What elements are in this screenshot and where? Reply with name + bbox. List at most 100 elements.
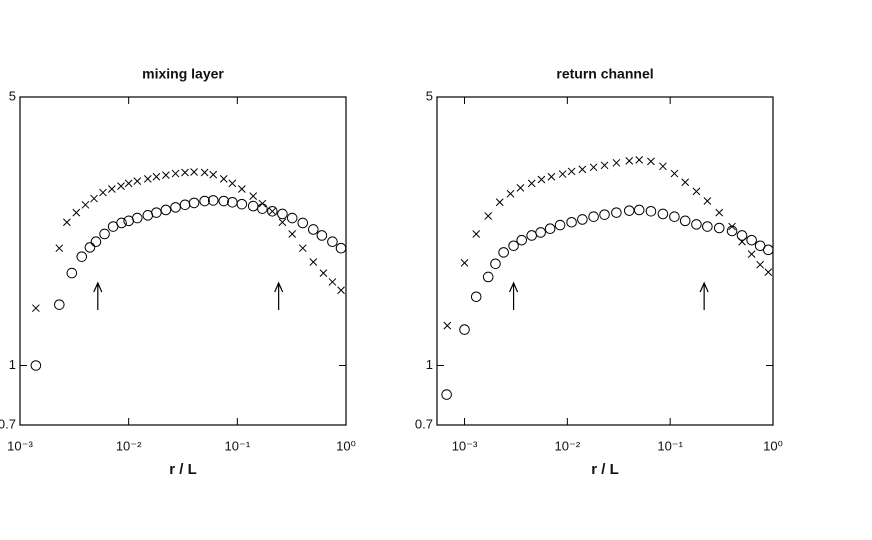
cross-point — [537, 175, 546, 184]
x-axis-label: r / L — [169, 461, 197, 478]
cross-point — [692, 187, 701, 196]
cross-point — [162, 171, 170, 179]
circle-point — [179, 199, 191, 211]
circle-point — [277, 208, 288, 220]
cross-point — [298, 244, 307, 253]
cross-point — [547, 172, 556, 181]
y-tick-label: 1 — [426, 357, 433, 372]
cross-point — [328, 278, 337, 286]
circle-point — [90, 236, 102, 248]
cross-point — [32, 304, 40, 313]
cross-point — [647, 157, 655, 166]
cross-point — [90, 194, 98, 203]
cross-point — [635, 156, 644, 164]
arrow — [699, 281, 709, 310]
circle-point — [645, 206, 657, 217]
cross-point — [443, 321, 452, 330]
cross-point — [670, 169, 679, 178]
circle-point — [516, 234, 528, 246]
circle-point — [99, 228, 110, 240]
x-tick-label: 10⁻² — [555, 438, 581, 453]
cross-point — [472, 230, 481, 238]
arrow — [274, 281, 284, 310]
cross-point — [625, 156, 634, 165]
circle-point — [754, 240, 766, 252]
chart-title: return channel — [556, 66, 653, 82]
circle-point — [327, 236, 338, 248]
circle-point — [623, 205, 635, 216]
cross-point — [55, 244, 64, 253]
cross-point — [659, 162, 667, 171]
cross-point — [124, 179, 133, 188]
x-tick-label: 10⁻² — [116, 438, 142, 453]
circle-point — [267, 206, 278, 217]
cross-point — [567, 167, 576, 176]
x-tick-label: 10⁻¹ — [225, 438, 251, 453]
circle-point — [307, 224, 319, 235]
circle-point — [588, 211, 599, 222]
cross-point — [81, 200, 90, 209]
x-tick-label: 10⁻³ — [452, 438, 478, 453]
circle-point — [702, 221, 713, 232]
circle-point — [188, 197, 200, 209]
cross-point — [738, 237, 746, 246]
circle-point — [297, 217, 309, 229]
cross-point — [756, 260, 765, 269]
cross-point — [516, 184, 525, 192]
circle-point — [227, 196, 238, 208]
circle-point — [316, 230, 328, 241]
circle-point — [566, 216, 577, 228]
cross-point — [278, 218, 287, 227]
circle-point — [657, 208, 669, 220]
cross-point — [107, 185, 116, 193]
arrow — [509, 281, 519, 310]
circle-point — [736, 230, 748, 241]
circle-point — [544, 223, 556, 235]
circle-point — [170, 202, 181, 213]
x-axis-label: r / L — [591, 461, 619, 478]
circle-point — [335, 242, 347, 254]
cross-point — [600, 161, 609, 170]
circle-point — [247, 200, 259, 212]
circle-point — [679, 215, 691, 227]
cross-point — [152, 172, 161, 181]
cross-point — [703, 197, 712, 205]
circle-point — [470, 291, 482, 303]
cross-point — [728, 222, 736, 231]
circle-point — [54, 299, 65, 310]
cross-point — [319, 269, 328, 277]
circle-point — [66, 267, 78, 279]
circle-point — [131, 212, 143, 224]
y-tick-label: 0.7 — [0, 416, 16, 431]
circle-point — [30, 360, 42, 371]
cross-point — [237, 185, 246, 193]
cross-point — [337, 286, 345, 295]
cross-point — [209, 170, 218, 179]
circle-point — [526, 230, 537, 241]
cross-point — [249, 192, 258, 200]
cross-point — [258, 199, 267, 208]
circle-point — [535, 227, 546, 238]
circle-point — [746, 234, 757, 246]
circle-point — [611, 207, 622, 218]
y-tick-label: 5 — [426, 88, 433, 103]
y-tick-label: 0.7 — [415, 416, 433, 431]
cross-point — [612, 158, 621, 167]
cross-point — [200, 168, 209, 177]
circle-point — [691, 219, 702, 230]
circle-point — [116, 217, 127, 229]
cross-point — [495, 198, 504, 207]
cross-point — [143, 175, 152, 183]
cross-point — [506, 189, 515, 198]
circle-point — [482, 271, 494, 283]
cross-point — [460, 259, 469, 267]
circle-point — [490, 258, 501, 270]
cross-point — [589, 163, 598, 172]
circle-point — [577, 214, 588, 225]
circle-point — [76, 251, 88, 262]
circle-point — [160, 204, 172, 216]
cross-point — [63, 218, 71, 227]
cross-point — [309, 258, 318, 266]
cross-point — [681, 178, 690, 187]
